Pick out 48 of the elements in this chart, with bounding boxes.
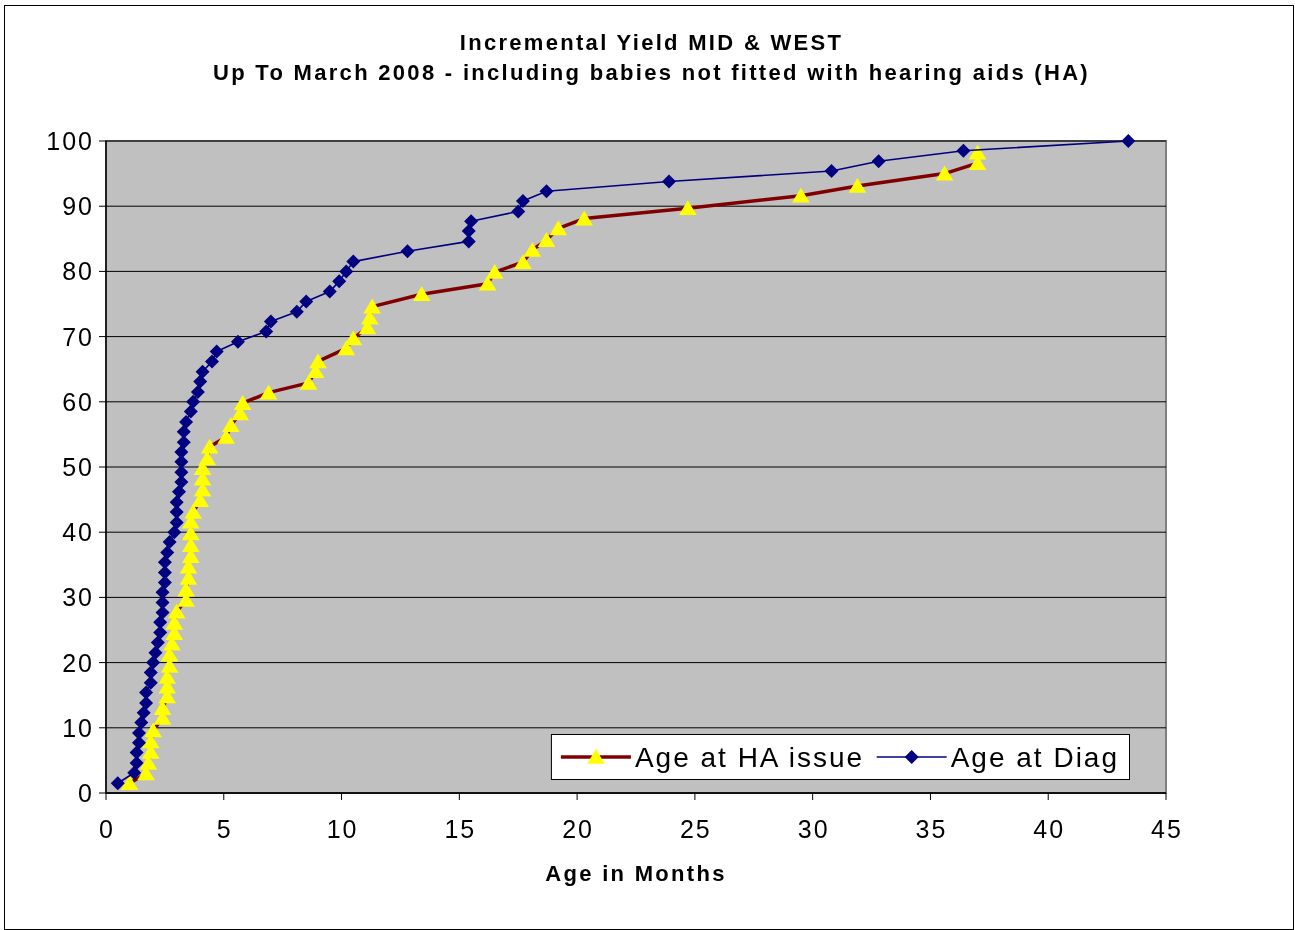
point xyxy=(144,722,162,738)
x-tick-label: 25 xyxy=(679,815,712,843)
y-tick-label: 20 xyxy=(62,648,94,677)
point xyxy=(167,603,186,619)
chart-title: Incremental Yield MID & WEST xyxy=(459,30,844,55)
point xyxy=(363,298,381,314)
x-tick-label: 10 xyxy=(326,815,359,843)
x-tick-label: 15 xyxy=(444,815,477,843)
y-tick-label: 90 xyxy=(62,192,94,221)
point xyxy=(514,254,532,270)
chart-subtitle: Up To March 2008 - including babies not fitted with hearing aids (HA) xyxy=(212,60,1091,85)
y-tick-label: 10 xyxy=(62,713,94,742)
point xyxy=(537,232,556,247)
y-tick-label: 0 xyxy=(78,779,94,807)
y-tick-label: 80 xyxy=(62,257,94,286)
point xyxy=(200,438,219,454)
legend-label: Age at Diag xyxy=(950,741,1120,773)
point xyxy=(485,264,504,279)
point xyxy=(792,187,810,203)
point xyxy=(935,165,954,181)
x-tick-label: 40 xyxy=(1033,815,1066,843)
point xyxy=(549,220,568,236)
y-tick-label: 50 xyxy=(62,453,94,481)
point xyxy=(120,775,139,791)
point xyxy=(575,210,593,226)
y-tick-label: 70 xyxy=(62,322,94,351)
y-tick-label: 40 xyxy=(62,518,94,547)
point xyxy=(337,340,356,356)
point xyxy=(259,384,278,400)
x-axis-title: Age in Months xyxy=(545,861,727,886)
y-tick-label: 100 xyxy=(46,127,94,155)
x-tick-label: 0 xyxy=(99,815,115,843)
legend-label: Age at HA issue xyxy=(634,741,865,773)
point xyxy=(309,353,327,369)
y-tick-label: 30 xyxy=(62,583,94,612)
point xyxy=(968,144,987,160)
y-tick-label: 60 xyxy=(62,387,94,416)
x-tick-label: 20 xyxy=(562,815,595,843)
x-tick-label: 30 xyxy=(797,815,830,843)
point xyxy=(848,177,867,193)
point xyxy=(523,241,542,257)
x-tick-label: 35 xyxy=(915,815,948,843)
point xyxy=(679,200,697,215)
point xyxy=(222,417,240,433)
point xyxy=(233,395,252,410)
x-tick-label: 5 xyxy=(216,815,233,843)
point xyxy=(412,286,431,302)
x-tick-label: 45 xyxy=(1151,815,1183,843)
